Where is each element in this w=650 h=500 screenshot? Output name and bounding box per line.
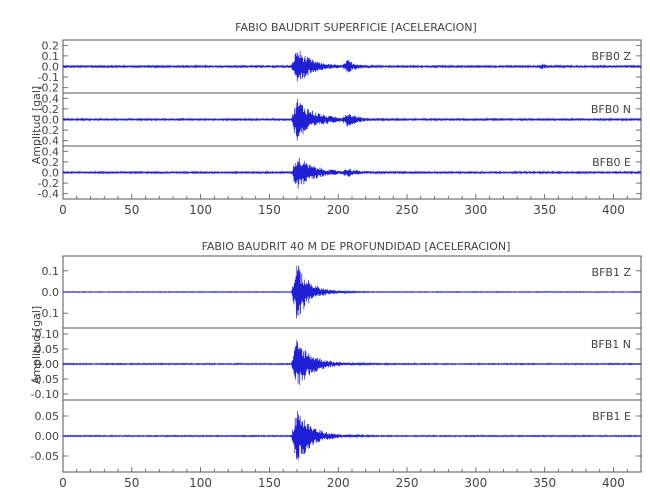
strip-ytick-label: -0.4 — [38, 188, 59, 201]
strip-ytick-label: 0.1 — [42, 265, 60, 278]
strip-ytick-label: 0.0 — [42, 114, 60, 127]
panel-0-xtick-label: 250 — [396, 203, 419, 217]
trace-0-2 — [62, 158, 642, 189]
bottom-panel-title: FABIO BAUDRIT 40 M DE PROFUNDIDAD [ACELE… — [202, 240, 511, 253]
strip-ytick-label: -0.4 — [38, 135, 59, 148]
strip-ytick-label: 0.2 — [42, 156, 60, 169]
panel-1-xtick-label: 200 — [327, 476, 350, 490]
top-panel-ylabel: Amplitud [gal] — [30, 86, 43, 164]
panel-1-xtick-label: 350 — [533, 476, 556, 490]
panel-1-xtick-label: 150 — [258, 476, 281, 490]
panel-0-xtick-label: 100 — [189, 203, 212, 217]
strip-ytick-label: 0.05 — [35, 343, 60, 356]
strip-ytick-label: 0.00 — [35, 358, 60, 371]
strip-ytick-label: 0.0 — [42, 286, 60, 299]
channel-label: BFB0 N — [591, 103, 631, 116]
channel-label: BFB0 E — [592, 156, 631, 169]
strip-ytick-label: -0.2 — [38, 124, 59, 137]
trace-1-1 — [62, 339, 642, 386]
strip-ytick-label: 0.10 — [35, 328, 60, 341]
channel-label: BFB0 Z — [592, 50, 632, 63]
channel-label: BFB1 E — [592, 410, 631, 423]
panel-1-xtick-label: 100 — [189, 476, 212, 490]
trace-0-0 — [62, 51, 642, 82]
trace-0-1 — [62, 98, 642, 141]
channel-label: BFB1 Z — [592, 266, 632, 279]
bottom-panel-ylabel: Amplitud [gal] — [30, 306, 43, 384]
strip-ytick-label: 0.2 — [42, 103, 60, 116]
trace-1-2 — [62, 410, 642, 461]
panel-1-xtick-label: 300 — [464, 476, 487, 490]
panel-1-xtick-label: 50 — [124, 476, 139, 490]
strip-ytick-label: -0.2 — [38, 82, 59, 95]
strip-ytick-label: 0.4 — [42, 145, 60, 158]
panel-0-xtick-label: 300 — [464, 203, 487, 217]
strip-ytick-label: -0.1 — [38, 71, 59, 84]
strip-ytick-label: -0.2 — [38, 177, 59, 190]
strip-ytick-label: -0.10 — [31, 388, 59, 401]
panel-0-xtick-label: 50 — [124, 203, 139, 217]
strip-ytick-label: 0.0 — [42, 61, 60, 74]
plot-area: 0 50 100 150 200 250 300 350 4000.20.10.0-0.1-0.… — [31, 39, 642, 490]
strip-ytick-label: 0.00 — [35, 430, 60, 443]
panel-0-xtick-label: 400 — [602, 203, 625, 217]
strip-ytick-label: 0.1 — [42, 50, 60, 63]
panel-1-xtick-label: 0 — [59, 476, 67, 490]
strip-ytick-label: 0.2 — [42, 39, 60, 52]
channel-label: BFB1 N — [591, 338, 631, 351]
strip-ytick-label: 0.4 — [42, 92, 60, 105]
panel-1-xtick-label: 250 — [396, 476, 419, 490]
panel-1-xtick-label: 400 — [602, 476, 625, 490]
strip-ytick-label: -0.05 — [31, 450, 59, 463]
top-panel-title: FABIO BAUDRIT SUPERFICIE [ACELERACION] — [235, 21, 477, 34]
strip-ytick-label: -0.1 — [38, 307, 59, 320]
panel-0-xtick-label: 0 — [59, 203, 67, 217]
panel-0-xtick-label: 200 — [327, 203, 350, 217]
trace-1-0 — [62, 265, 642, 319]
strip-ytick-label: -0.05 — [31, 373, 59, 386]
panel-0-xtick-label: 150 — [258, 203, 281, 217]
strip-ytick-label: 0.0 — [42, 167, 60, 180]
panel-0-xtick-label: 350 — [533, 203, 556, 217]
strip-ytick-label: 0.05 — [35, 410, 60, 423]
